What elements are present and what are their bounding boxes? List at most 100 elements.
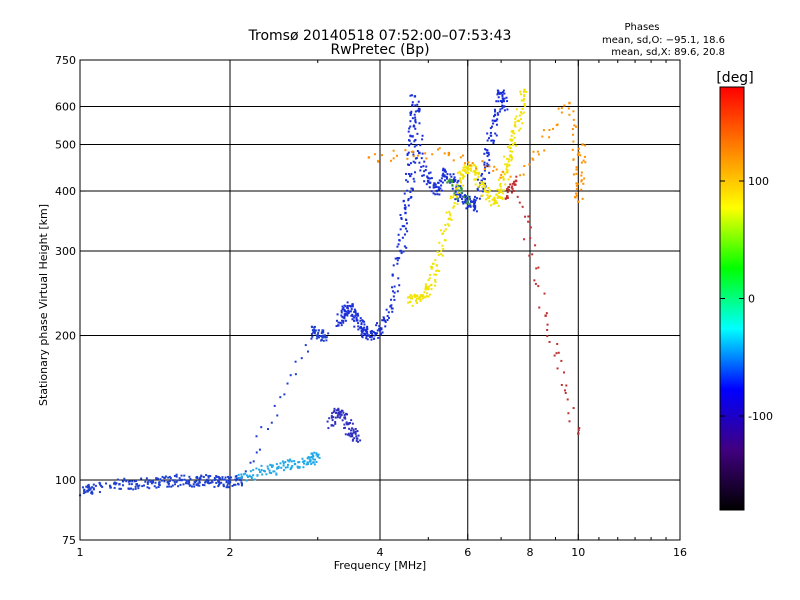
data-point xyxy=(130,483,133,486)
data-point xyxy=(252,469,255,472)
data-point xyxy=(317,329,320,332)
data-point xyxy=(335,319,338,322)
data-point xyxy=(423,170,426,173)
data-point xyxy=(335,325,338,328)
data-point xyxy=(360,323,363,326)
data-point xyxy=(468,195,471,198)
data-point xyxy=(383,317,386,320)
data-point xyxy=(250,477,253,480)
data-point xyxy=(560,359,563,362)
data-point xyxy=(516,120,519,123)
data-point xyxy=(477,185,480,188)
data-point xyxy=(353,319,356,322)
data-point xyxy=(513,180,516,183)
data-point xyxy=(445,211,448,214)
data-point xyxy=(374,333,377,336)
data-point xyxy=(242,473,245,476)
data-point xyxy=(515,144,518,147)
data-point xyxy=(508,147,511,150)
data-point xyxy=(263,470,266,473)
data-point xyxy=(318,456,321,459)
data-point xyxy=(331,412,334,415)
data-point xyxy=(492,203,495,206)
data-point xyxy=(472,163,475,166)
data-point xyxy=(442,232,445,235)
data-point xyxy=(422,294,425,297)
data-point xyxy=(473,202,476,205)
data-point xyxy=(415,297,418,300)
data-point xyxy=(298,461,301,464)
data-point xyxy=(249,470,252,473)
data-point xyxy=(343,317,346,320)
data-point xyxy=(493,119,497,123)
data-point xyxy=(431,266,434,269)
data-point xyxy=(474,199,477,202)
data-point xyxy=(330,424,333,427)
data-point xyxy=(413,180,416,183)
data-point xyxy=(163,480,166,483)
data-point xyxy=(421,138,424,141)
data-point xyxy=(463,170,466,173)
data-point xyxy=(492,197,495,200)
data-point xyxy=(403,225,406,228)
data-point xyxy=(366,326,369,329)
data-point xyxy=(313,326,316,329)
data-point xyxy=(481,190,484,193)
data-point xyxy=(411,117,414,120)
data-point xyxy=(227,475,230,478)
data-point xyxy=(449,214,452,217)
y-tick-label: 400 xyxy=(55,185,76,198)
data-point xyxy=(81,486,84,489)
data-point xyxy=(465,202,468,205)
data-point xyxy=(315,337,318,340)
data-point xyxy=(384,319,387,322)
data-point xyxy=(534,244,537,247)
data-point xyxy=(147,479,150,482)
data-point xyxy=(425,157,428,160)
data-point xyxy=(333,407,336,410)
data-point xyxy=(503,109,506,112)
data-point xyxy=(433,186,436,189)
data-point xyxy=(405,179,408,182)
data-point xyxy=(176,479,179,482)
data-point xyxy=(298,466,301,469)
data-point xyxy=(183,478,186,481)
data-point xyxy=(560,107,563,110)
data-point xyxy=(576,183,579,186)
data-point xyxy=(157,486,160,489)
data-point xyxy=(461,197,464,200)
data-point xyxy=(288,460,291,463)
data-point xyxy=(159,478,162,481)
data-point xyxy=(378,329,382,332)
data-point xyxy=(506,100,509,103)
data-point xyxy=(286,463,289,466)
data-point xyxy=(499,176,502,179)
data-point xyxy=(450,175,453,178)
data-point xyxy=(488,159,491,162)
data-point xyxy=(149,480,152,483)
data-point xyxy=(253,478,256,481)
data-point xyxy=(408,295,411,298)
data-point xyxy=(91,491,94,494)
data-point xyxy=(510,191,513,194)
data-point xyxy=(226,484,229,487)
data-point xyxy=(414,161,417,164)
data-point xyxy=(217,485,220,488)
data-point xyxy=(398,257,401,260)
data-point xyxy=(113,486,116,489)
data-point xyxy=(458,193,461,196)
data-point xyxy=(342,321,345,324)
data-point xyxy=(487,164,490,167)
data-point xyxy=(244,470,247,473)
data-point xyxy=(474,204,477,207)
data-point xyxy=(427,179,430,183)
data-point xyxy=(459,179,462,183)
data-point xyxy=(336,313,339,316)
data-point xyxy=(522,99,525,102)
data-point xyxy=(116,478,119,481)
data-point xyxy=(430,265,433,268)
data-point xyxy=(441,244,444,247)
data-point xyxy=(497,196,500,199)
data-point xyxy=(346,423,349,426)
data-point xyxy=(509,146,512,149)
